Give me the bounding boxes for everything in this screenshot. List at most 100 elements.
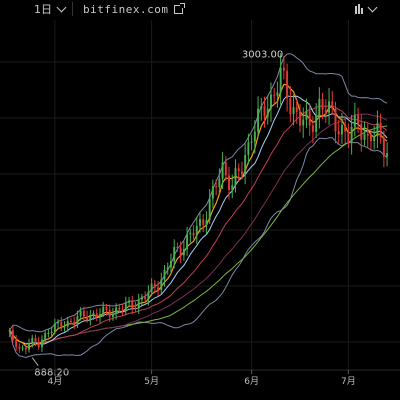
candle-body <box>157 287 160 291</box>
candle-body <box>382 137 385 157</box>
annotations: 3003.00 888.20 <box>31 50 283 379</box>
ma-mid-line <box>9 105 388 345</box>
candle-body <box>86 316 89 321</box>
candle-body <box>166 267 169 270</box>
candle-body <box>289 98 292 115</box>
candle-body <box>247 142 250 155</box>
indicator-lines <box>9 53 388 359</box>
candle-body <box>234 168 237 186</box>
candle-body <box>82 310 85 317</box>
candle-body <box>140 296 143 300</box>
candle-body <box>299 112 301 126</box>
candle-body <box>102 306 105 315</box>
candle-body <box>202 219 205 226</box>
x-axis: 4月 5月 6月 7月 <box>0 369 400 387</box>
candle-body <box>366 133 369 136</box>
min-price-label: 888.20 <box>34 368 69 379</box>
candle-body <box>15 340 18 347</box>
candle-body <box>273 94 276 96</box>
chart-type-selector[interactable] <box>355 0 378 18</box>
candle-body <box>105 306 108 310</box>
candle-body <box>76 316 79 324</box>
candle-body <box>144 296 147 300</box>
candle-body <box>60 321 63 328</box>
candle-body <box>228 175 230 190</box>
candle-body <box>208 198 211 220</box>
source-link[interactable]: bitfinex.com <box>83 0 186 18</box>
candle-body <box>205 219 208 226</box>
candle-body <box>353 114 356 127</box>
candle-body <box>218 178 221 188</box>
candle-body <box>192 232 195 236</box>
candle-body <box>386 153 389 157</box>
candle-body <box>173 246 176 262</box>
candle-body <box>95 313 98 318</box>
candle-body <box>350 126 353 144</box>
candles <box>8 53 389 355</box>
candle-body <box>160 279 163 291</box>
candle-body <box>34 337 37 342</box>
candle-body <box>331 101 334 109</box>
candle-body <box>70 320 72 323</box>
candle-body <box>11 330 14 341</box>
candle-body <box>40 339 43 348</box>
candle-body <box>121 309 124 311</box>
candle-body <box>221 162 224 179</box>
candle-body <box>182 249 185 256</box>
toolbar-divider <box>72 2 73 16</box>
bollinger-lower-line <box>9 137 388 359</box>
candle-body <box>363 133 366 140</box>
ma-trend-line <box>9 113 388 345</box>
candle-body <box>189 232 192 235</box>
interval-selector[interactable]: 1日 <box>34 0 67 18</box>
ma-fast-line <box>9 83 388 348</box>
candle-body <box>128 300 130 303</box>
interval-label: 1日 <box>34 3 52 16</box>
candle-body <box>28 343 30 350</box>
x-tick-label: 5月 <box>144 376 159 387</box>
candle-body <box>257 108 260 132</box>
candle-body <box>276 92 279 96</box>
candle-body <box>186 234 189 250</box>
candle-body <box>282 67 285 71</box>
candle-body <box>260 106 263 109</box>
max-price-label: 3003.00 <box>242 50 283 61</box>
candle-body <box>199 219 201 226</box>
candle-body <box>334 108 337 132</box>
candle-body <box>44 333 47 340</box>
candle-body <box>124 302 127 311</box>
candle-body <box>153 283 156 288</box>
candle-body <box>244 154 247 175</box>
candle-body <box>360 123 363 140</box>
candle-body <box>47 332 50 334</box>
candle-body <box>21 347 24 349</box>
candle-body <box>31 337 34 344</box>
candle-body <box>57 321 60 324</box>
candle-body <box>376 122 379 137</box>
candle-body <box>50 331 53 333</box>
candle-body <box>240 171 243 175</box>
candle-body <box>89 315 92 321</box>
ema-line <box>9 95 388 345</box>
candle-body <box>134 308 137 310</box>
candle-body <box>99 314 101 318</box>
candle-body <box>131 300 134 309</box>
x-tick-label: 4月 <box>47 376 62 387</box>
candle-body <box>147 291 150 300</box>
candle-body <box>292 107 295 115</box>
candle-body <box>66 320 69 327</box>
candle-body <box>170 261 172 268</box>
candle-body <box>79 310 82 317</box>
x-tick-label: 7月 <box>341 376 356 387</box>
candle-body <box>118 307 121 310</box>
candle-body <box>324 109 327 113</box>
candle-body <box>211 186 214 199</box>
candle-body <box>308 110 311 126</box>
candle-body <box>328 101 330 113</box>
bollinger-upper-line <box>9 53 388 333</box>
candle-body <box>92 313 95 316</box>
candle-body <box>266 108 269 117</box>
min-price-pointer <box>31 357 39 366</box>
candle-body <box>224 162 227 176</box>
